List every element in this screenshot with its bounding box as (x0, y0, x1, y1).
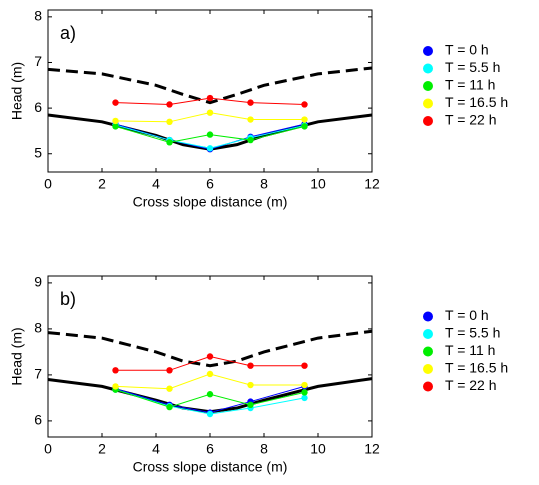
panel-label: a) (60, 23, 76, 43)
x-tick-label: 12 (364, 441, 380, 457)
point (206, 131, 214, 138)
legend-marker (423, 81, 433, 91)
y-axis-label: Head (m) (9, 62, 25, 120)
point (206, 145, 214, 152)
x-tick-label: 2 (98, 176, 106, 192)
point (247, 116, 254, 123)
point (247, 136, 254, 144)
plot-area (47, 9, 373, 173)
point (301, 116, 308, 123)
x-tick-label: 10 (310, 176, 326, 192)
y-tick-label: 9 (34, 274, 42, 290)
point (112, 117, 119, 125)
legend-marker (423, 381, 433, 392)
x-tick-label: 10 (310, 441, 326, 457)
legend-label: T = 5.5 h (445, 59, 500, 75)
point (247, 401, 254, 408)
point (166, 385, 173, 392)
y-tick-label: 5 (34, 144, 42, 160)
y-tick-label: 8 (34, 8, 42, 24)
point (301, 362, 308, 369)
point (166, 403, 173, 411)
legend-label: T = 16.5 h (445, 94, 508, 110)
legend-label: T = 11 h (445, 342, 495, 358)
point (112, 383, 119, 390)
y-tick-label: 6 (34, 412, 42, 428)
x-axis-label: Cross slope distance (m) (133, 459, 288, 475)
point (247, 99, 254, 106)
point (166, 367, 173, 374)
legend-marker (423, 346, 433, 357)
y-tick-label: 7 (34, 366, 42, 382)
point (112, 99, 119, 106)
legend-marker (423, 364, 433, 374)
x-tick-label: 6 (206, 176, 214, 192)
y-axis-label: Head (m) (9, 327, 25, 385)
x-axis-label: Cross slope distance (m) (133, 194, 288, 210)
x-tick-label: 8 (260, 441, 268, 457)
x-tick-label: 0 (44, 441, 52, 457)
legend-marker (423, 46, 433, 56)
x-tick-label: 4 (152, 441, 160, 457)
legend-marker (423, 329, 433, 339)
point (206, 94, 214, 102)
x-tick-label: 8 (260, 176, 268, 192)
point (206, 370, 214, 378)
legend-label: T = 0 h (445, 307, 489, 323)
legend-label: T = 16.5 h (445, 360, 508, 376)
point (301, 394, 308, 402)
x-tick-label: 6 (206, 441, 214, 457)
legend-label: T = 22 h (445, 377, 497, 393)
x-tick-label: 2 (98, 441, 106, 457)
legend-marker (423, 98, 433, 109)
legend-marker (423, 116, 433, 126)
point (206, 391, 214, 398)
point (206, 410, 214, 418)
point (166, 101, 173, 108)
y-tick-label: 7 (34, 53, 42, 69)
legend-label: T = 0 h (445, 42, 489, 58)
x-tick-label: 12 (364, 176, 380, 192)
panel-label: b) (60, 289, 76, 309)
point (206, 109, 214, 116)
point (301, 381, 308, 389)
y-tick-label: 8 (34, 320, 42, 336)
point (166, 139, 173, 146)
point (301, 389, 308, 396)
y-tick-label: 6 (34, 99, 42, 115)
point (247, 381, 254, 389)
legend-marker (423, 63, 433, 74)
reference-line (47, 66, 373, 105)
point (112, 367, 119, 374)
legend-label: T = 22 h (445, 112, 497, 128)
legend-marker (423, 311, 433, 322)
legend-label: T = 5.5 h (445, 325, 500, 341)
point (247, 362, 254, 369)
legend-label: T = 11 h (445, 77, 495, 93)
reference-line (47, 329, 373, 368)
point (166, 118, 173, 126)
point (112, 123, 119, 130)
point (301, 101, 308, 108)
point (206, 353, 214, 360)
point (301, 123, 308, 130)
x-tick-label: 4 (152, 176, 160, 192)
x-tick-label: 0 (44, 176, 52, 192)
